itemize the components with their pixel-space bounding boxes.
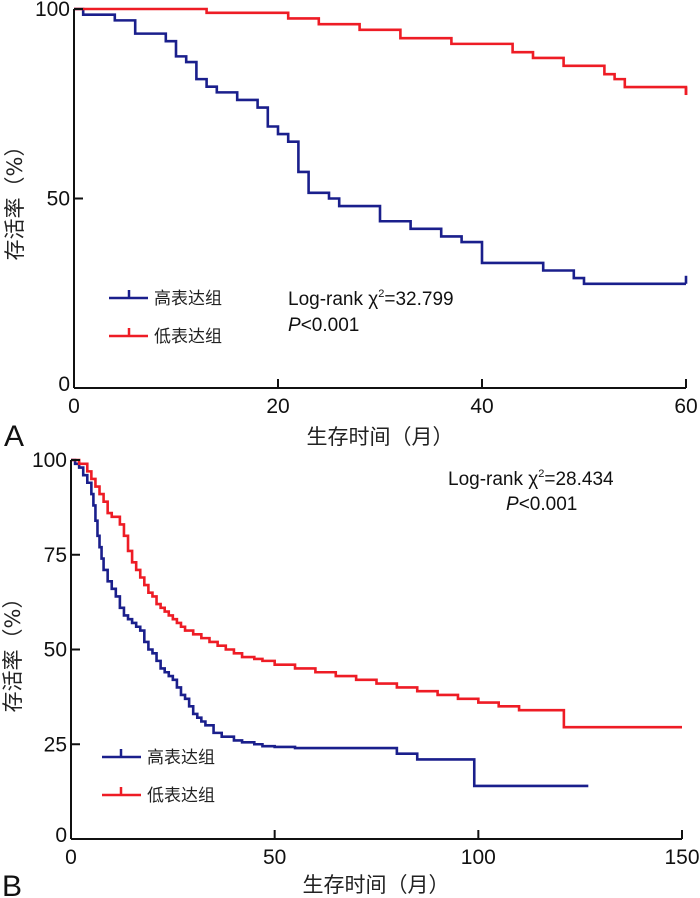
panel-a-y-tick-label: 0 [58, 373, 70, 396]
panel-a-y-tick-label: 100 [35, 0, 70, 21]
panel-a-x-tick-label: 60 [674, 395, 697, 418]
legend-high-label: 高表达组 [147, 748, 215, 768]
panel-b-x-tick-label: 0 [65, 846, 77, 869]
panel-b-legend: 高表达组 低表达组 [102, 748, 215, 806]
panel-a-x-tick-label: 20 [266, 395, 289, 418]
panel-b-pvalue: P<0.001 [506, 494, 577, 515]
panel-a-pvalue: P<0.001 [288, 315, 359, 336]
legend-high-label: 高表达组 [154, 289, 222, 309]
panel-b: 0 25 50 75 100 0 50 100 150 生存时间（月） 存活率（%） B 高表… [1, 449, 700, 898]
legend-low-marker [109, 328, 148, 338]
panel-b-y-tick-label: 75 [44, 544, 67, 567]
panel-a-x-ticks: 0 20 40 60 [68, 379, 698, 418]
panel-a-logrank: Log-rank χ2=32.799 [288, 288, 454, 310]
panel-b-x-tick-label: 50 [263, 846, 286, 869]
legend-low-label: 低表达组 [147, 786, 215, 806]
panel-b-curve-low-expression [71, 458, 682, 729]
panel-a-curves [74, 7, 688, 286]
panel-b-x-axis-title: 生存时间（月） [303, 873, 450, 897]
panel-a-x-tick-label: 40 [470, 395, 493, 418]
panel-a-stats: Log-rank χ2=32.799 P<0.001 [288, 288, 454, 336]
panel-b-x-tick-label: 150 [664, 846, 699, 869]
panel-b-label: B [2, 870, 22, 898]
panel-a-curve-high-expression [74, 7, 686, 286]
panel-b-curve-high-expression [71, 458, 589, 788]
panel-b-logrank: Log-rank χ2=28.434 [448, 468, 614, 490]
panel-a-legend: 高表达组 低表达组 [109, 289, 222, 347]
legend-low-marker [102, 787, 141, 797]
panel-b-y-tick-label: 25 [44, 733, 67, 756]
panel-b-y-ticks: 0 25 50 75 100 [32, 449, 80, 847]
panel-b-y-axis-title: 存活率（%） [1, 588, 25, 713]
panel-b-y-tick-label: 0 [55, 824, 67, 847]
panel-a-x-axis-title: 生存时间（月） [307, 425, 454, 449]
panel-b-y-tick-label: 100 [32, 449, 67, 472]
panel-b-x-ticks: 0 50 100 150 [65, 830, 700, 869]
panel-a-y-axis-title: 存活率（%） [3, 136, 27, 261]
panel-a-x-tick-label: 0 [68, 395, 80, 418]
panel-b-stats: Log-rank χ2=28.434 P<0.001 [448, 468, 614, 515]
panel-b-x-tick-label: 100 [461, 846, 496, 869]
panel-b-y-tick-label: 50 [44, 639, 67, 662]
legend-low-label: 低表达组 [154, 327, 222, 347]
legend-high-marker [109, 290, 148, 300]
panel-a-curve-low-expression [74, 7, 688, 96]
panel-a-label: A [4, 420, 24, 453]
panel-a-y-ticks: 0 50 100 [35, 0, 83, 396]
panel-a: 0 50 100 0 20 40 60 生存时间（月） 存活率（%） A 高表达组 低表达… [3, 0, 698, 453]
panel-b-curves [71, 458, 682, 788]
panel-a-y-tick-label: 50 [47, 188, 70, 211]
legend-high-marker [102, 749, 141, 759]
